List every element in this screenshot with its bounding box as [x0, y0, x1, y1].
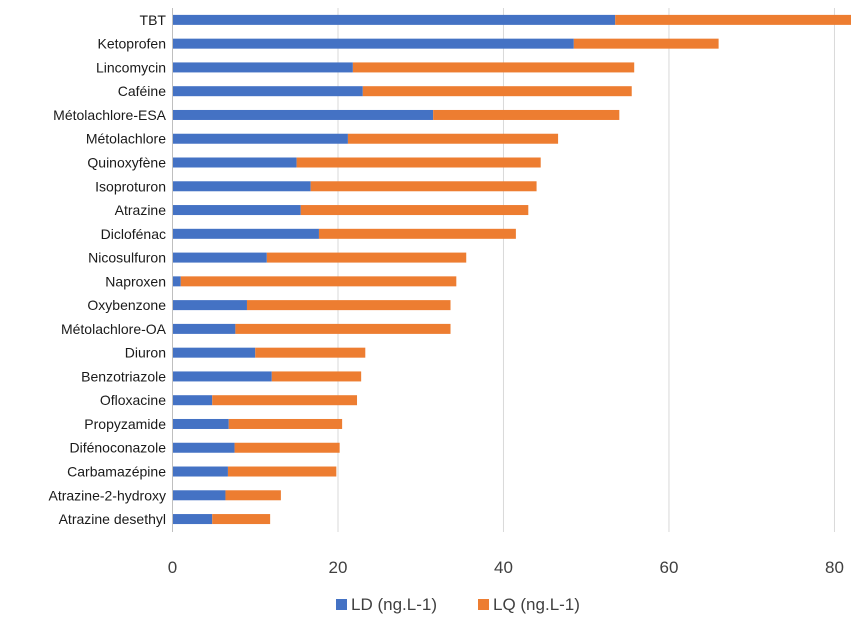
category-label: Quinoxyfène — [87, 155, 166, 171]
category-label: Diuron — [125, 345, 166, 361]
x-tick-label: 20 — [329, 558, 348, 577]
bar-ld — [172, 62, 353, 73]
bar-lq — [300, 205, 529, 216]
category-label: Ketoprofen — [98, 36, 167, 52]
bar-lq — [225, 490, 281, 501]
bar-ld — [172, 14, 616, 25]
category-label: Métolachlore-ESA — [53, 107, 166, 123]
bar-ld — [172, 276, 181, 287]
bar-ld — [172, 205, 301, 216]
x-tick-label: 80 — [825, 558, 844, 577]
legend: LD (ng.L-1) LQ (ng.L-1) — [336, 595, 580, 614]
bar-lq — [212, 514, 271, 525]
x-tick-labels: 0 20 40 60 80 — [168, 558, 844, 577]
x-tick-label: 0 — [168, 558, 177, 577]
bar-lq — [318, 228, 516, 239]
bars — [172, 14, 851, 525]
category-label: Oxybenzone — [87, 297, 166, 313]
category-label: TBT — [140, 12, 167, 28]
bar-lq — [573, 38, 719, 49]
bar-ld — [172, 514, 213, 525]
bar-ld — [172, 490, 226, 501]
category-label: Métolachlore — [86, 131, 166, 147]
category-label: Propyzamide — [84, 416, 166, 432]
category-label: Difénoconazole — [69, 440, 166, 456]
bar-ld — [172, 157, 297, 168]
bar-lq — [433, 109, 620, 120]
bar-lq — [296, 157, 541, 168]
category-label: Métolachlore-OA — [61, 321, 167, 337]
legend-label-ld: LD (ng.L-1) — [351, 595, 437, 614]
bar-lq — [347, 133, 559, 144]
legend-label-lq: LQ (ng.L-1) — [493, 595, 580, 614]
bar-ld — [172, 418, 229, 429]
bar-lq — [235, 323, 451, 334]
bar-ld — [172, 442, 235, 453]
bar-ld — [172, 228, 319, 239]
category-label: Atrazine desethyl — [59, 511, 166, 527]
bar-ld — [172, 133, 348, 144]
category-label: Benzotriazole — [81, 368, 166, 384]
bar-lq — [255, 347, 366, 358]
bar-ld — [172, 323, 236, 334]
bar-lq — [615, 14, 851, 25]
bar-lq — [362, 86, 632, 97]
category-label: Nicosulfuron — [88, 250, 166, 266]
category-label: Lincomycin — [96, 59, 166, 75]
bar-ld — [172, 347, 256, 358]
bar-ld — [172, 86, 363, 97]
bar-ld — [172, 371, 272, 382]
bar-lq — [246, 300, 451, 311]
bar-lq — [234, 442, 340, 453]
bar-ld — [172, 109, 434, 120]
x-tick-label: 40 — [494, 558, 513, 577]
bar-ld — [172, 300, 247, 311]
bar-lq — [227, 466, 337, 477]
bar-lq — [310, 181, 537, 192]
bar-ld — [172, 395, 213, 406]
category-label: Carbamazépine — [67, 464, 166, 480]
category-label: Isoproturon — [95, 178, 166, 194]
legend-swatch-ld — [336, 599, 347, 610]
bar-ld — [172, 466, 228, 477]
bar-lq — [180, 276, 457, 287]
category-label: Caféine — [118, 83, 166, 99]
bar-lq — [266, 252, 467, 263]
bar-lq — [212, 395, 358, 406]
category-label: Ofloxacine — [100, 392, 166, 408]
category-label: Atrazine-2-hydroxy — [49, 487, 167, 503]
bar-ld — [172, 38, 574, 49]
bar-ld — [172, 252, 267, 263]
category-label: Atrazine — [115, 202, 167, 218]
x-tick-label: 60 — [660, 558, 679, 577]
category-labels: TBT Ketoprofen Lincomycin Caféine Métolachlo… — [49, 12, 167, 527]
bar-ld — [172, 181, 311, 192]
category-label: Diclofénac — [101, 226, 166, 242]
bar-lq — [271, 371, 362, 382]
bar-lq — [228, 418, 343, 429]
legend-swatch-lq — [478, 599, 489, 610]
bar-lq — [352, 62, 635, 73]
category-label: Naproxen — [105, 273, 166, 289]
